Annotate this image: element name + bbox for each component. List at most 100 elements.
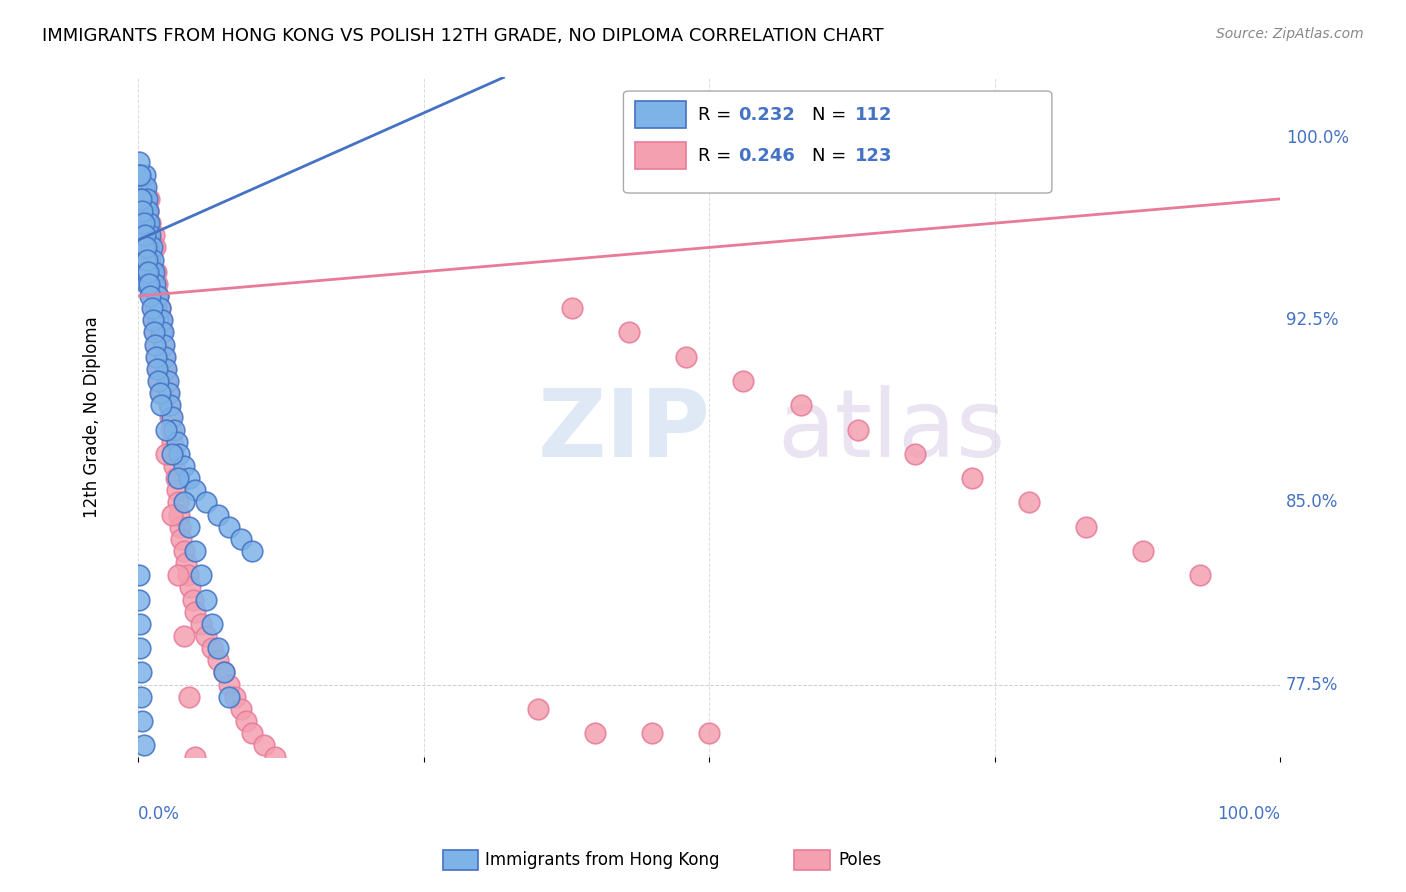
- Point: [128, 168, 150, 182]
- Point: [129, 168, 152, 182]
- Point: [135, 787, 157, 801]
- Text: 112: 112: [855, 106, 893, 124]
- Point: [136, 835, 159, 849]
- Point: [165, 471, 187, 485]
- Point: [143, 337, 166, 351]
- Point: [207, 508, 229, 522]
- Point: [149, 386, 172, 401]
- Point: [142, 313, 165, 327]
- Point: [156, 386, 179, 401]
- Text: 0.246: 0.246: [738, 146, 794, 165]
- Point: [150, 313, 173, 327]
- Point: [641, 726, 664, 740]
- Point: [166, 434, 188, 449]
- Point: [153, 337, 176, 351]
- Text: atlas: atlas: [778, 385, 1005, 477]
- Point: [148, 289, 170, 303]
- Point: [149, 374, 172, 388]
- Point: [149, 313, 172, 327]
- Point: [142, 252, 165, 267]
- Point: [132, 204, 155, 219]
- Point: [134, 763, 156, 777]
- Point: [356, 847, 378, 862]
- Point: [132, 240, 155, 254]
- Point: [135, 265, 157, 279]
- Point: [135, 228, 157, 243]
- Point: [139, 228, 162, 243]
- Point: [960, 471, 983, 485]
- Text: Immigrants from Hong Kong: Immigrants from Hong Kong: [485, 851, 720, 869]
- Point: [675, 350, 697, 364]
- Text: 77.5%: 77.5%: [1286, 675, 1339, 694]
- Point: [131, 690, 153, 704]
- Point: [149, 398, 172, 412]
- Point: [201, 641, 224, 656]
- Point: [163, 458, 186, 473]
- Point: [1189, 568, 1212, 582]
- Point: [131, 216, 153, 230]
- Point: [131, 228, 153, 243]
- Point: [195, 495, 218, 509]
- Point: [179, 690, 201, 704]
- Point: [148, 362, 170, 376]
- Point: [733, 374, 755, 388]
- Text: 123: 123: [855, 146, 893, 165]
- Point: [141, 289, 163, 303]
- Point: [135, 252, 157, 267]
- Point: [240, 544, 263, 558]
- Point: [146, 277, 169, 291]
- Point: [132, 216, 155, 230]
- Point: [136, 240, 159, 254]
- Point: [218, 690, 240, 704]
- Point: [173, 495, 195, 509]
- Point: [152, 337, 174, 351]
- Point: [142, 326, 165, 340]
- Point: [131, 179, 153, 194]
- Point: [157, 398, 180, 412]
- Point: [132, 179, 155, 194]
- Point: [184, 605, 207, 619]
- Point: [142, 228, 165, 243]
- Point: [142, 313, 165, 327]
- Point: [276, 763, 298, 777]
- Point: [163, 423, 186, 437]
- Point: [159, 398, 181, 412]
- Point: [146, 362, 169, 376]
- Point: [212, 665, 235, 680]
- Point: [212, 665, 235, 680]
- Point: [132, 192, 155, 206]
- Point: [617, 326, 640, 340]
- Point: [145, 337, 167, 351]
- Point: [218, 519, 240, 533]
- Point: [177, 568, 200, 582]
- Point: [173, 458, 195, 473]
- Point: [155, 362, 177, 376]
- Point: [252, 738, 274, 752]
- Point: [131, 192, 153, 206]
- Point: [148, 374, 170, 388]
- Point: [134, 228, 156, 243]
- Point: [789, 398, 811, 412]
- Point: [139, 216, 162, 230]
- Text: 0.0%: 0.0%: [138, 805, 180, 823]
- Point: [401, 871, 423, 886]
- Point: [526, 702, 548, 716]
- Point: [129, 641, 152, 656]
- Text: R =: R =: [697, 106, 737, 124]
- Point: [846, 423, 869, 437]
- Point: [138, 192, 160, 206]
- Point: [153, 350, 176, 364]
- Text: ZIP: ZIP: [537, 385, 710, 477]
- Point: [170, 532, 193, 546]
- Point: [207, 641, 229, 656]
- Point: [134, 252, 156, 267]
- Point: [149, 326, 172, 340]
- Point: [132, 204, 155, 219]
- Point: [129, 616, 152, 631]
- Text: R =: R =: [697, 146, 737, 165]
- Point: [159, 410, 181, 425]
- Point: [343, 835, 366, 849]
- Point: [155, 362, 177, 376]
- Point: [155, 374, 177, 388]
- Point: [141, 240, 163, 254]
